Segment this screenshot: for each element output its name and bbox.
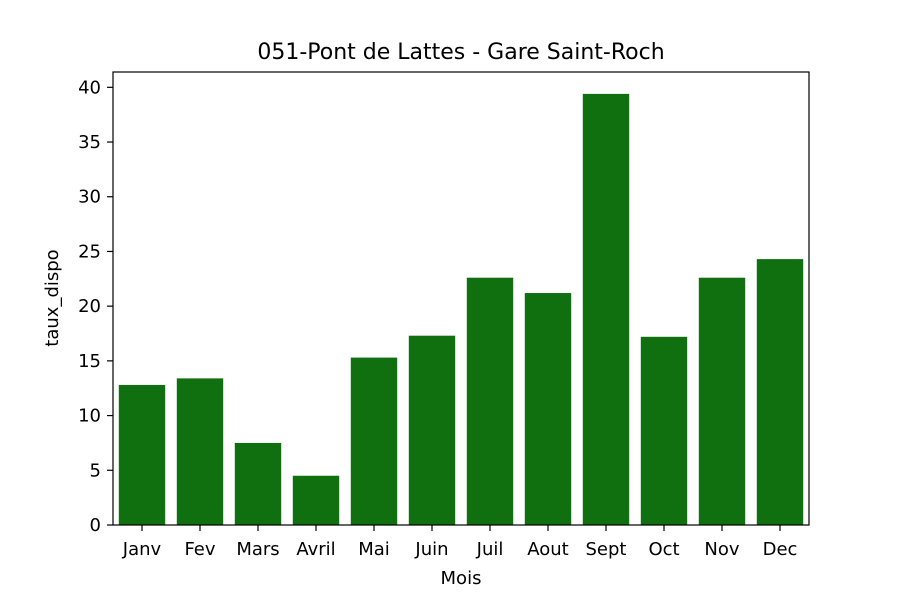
bar-juil	[466, 277, 514, 525]
x-tick-label: Janv	[122, 539, 162, 560]
x-tick-label: Juin	[414, 539, 448, 560]
x-tick-label: Dec	[763, 539, 798, 560]
y-tick-label: 25	[78, 241, 101, 262]
bar-dec	[756, 259, 804, 525]
y-tick-label: 15	[78, 351, 101, 372]
bar-mai	[350, 357, 398, 525]
bar-juin	[408, 335, 456, 525]
bar-oct	[640, 336, 688, 525]
bar-sept	[582, 93, 630, 525]
x-tick-label: Fev	[184, 539, 215, 560]
bar-avril	[292, 475, 340, 525]
x-tick-label: Avril	[296, 539, 335, 560]
x-axis: Janv Fev Mars Avril Mai Juin Juil Aout Sept Oct No…	[122, 525, 798, 560]
x-axis-label: Mois	[441, 568, 482, 589]
bar-janv	[118, 384, 166, 525]
x-tick-label: Nov	[704, 539, 739, 560]
x-tick-label: Juil	[476, 539, 504, 560]
x-tick-label: Oct	[648, 539, 679, 560]
y-tick-label: 10	[78, 406, 101, 427]
x-tick-label: Mai	[358, 539, 390, 560]
x-tick-label: Aout	[527, 539, 568, 560]
bar-aout	[524, 293, 572, 525]
x-tick-label: Mars	[236, 539, 279, 560]
bar-nov	[698, 277, 746, 525]
bar-fev	[176, 378, 224, 525]
bars-group	[118, 93, 804, 525]
chart-title: 051-Pont de Lattes - Gare Saint-Roch	[257, 40, 664, 65]
y-tick-label: 0	[90, 515, 101, 536]
bar-mars	[234, 442, 282, 525]
y-tick-label: 20	[78, 296, 101, 317]
plot-frame	[112, 71, 810, 526]
y-axis: 0 5 10 15 20 25 30 35 40	[78, 77, 113, 536]
y-tick-label: 5	[90, 460, 101, 481]
y-tick-label: 35	[78, 132, 101, 153]
y-axis-label: taux_dispo	[42, 249, 63, 346]
y-tick-label: 30	[78, 187, 101, 208]
x-tick-label: Sept	[586, 539, 627, 560]
y-tick-label: 40	[78, 77, 101, 98]
